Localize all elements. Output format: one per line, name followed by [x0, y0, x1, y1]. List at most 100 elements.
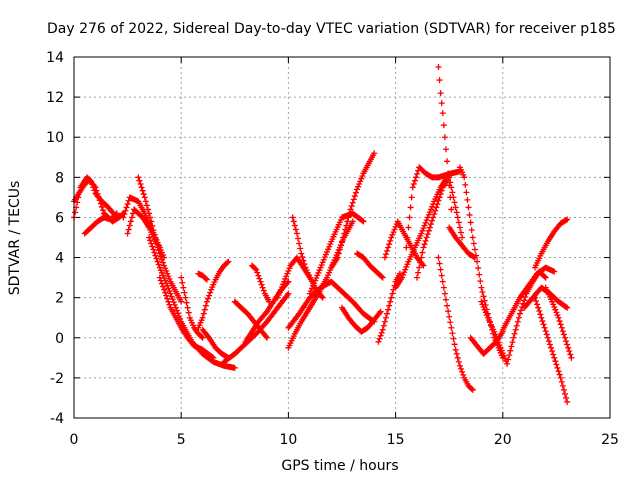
- data-point: [138, 184, 145, 191]
- data-point: [345, 214, 352, 221]
- data-point: [558, 324, 565, 331]
- data-point: [442, 296, 449, 303]
- data-point: [468, 226, 475, 233]
- data-point: [334, 254, 341, 261]
- data-point: [469, 234, 476, 241]
- y-tick-label: 4: [55, 251, 64, 267]
- data-point: [467, 219, 474, 226]
- data-point: [540, 321, 547, 328]
- data-point: [165, 298, 172, 305]
- data-point: [417, 259, 424, 266]
- data-point: [164, 295, 171, 302]
- data-point: [358, 175, 365, 182]
- data-point: [549, 298, 556, 305]
- data-point: [550, 301, 557, 308]
- data-point: [470, 240, 477, 247]
- data-point: [203, 276, 210, 283]
- data-point: [453, 350, 460, 357]
- data-point: [462, 181, 469, 188]
- data-point: [480, 293, 487, 300]
- data-point: [148, 218, 155, 225]
- data-point: [452, 204, 459, 211]
- data-point: [349, 199, 356, 206]
- data-point: [538, 314, 545, 321]
- data-point: [390, 229, 397, 236]
- data-point: [492, 331, 499, 338]
- data-point: [153, 240, 160, 247]
- data-point: [289, 214, 296, 221]
- data-point: [508, 343, 515, 350]
- data-point: [542, 328, 549, 335]
- data-point: [199, 314, 206, 321]
- data-point: [549, 348, 556, 355]
- data-point: [465, 204, 472, 211]
- data-point: [178, 298, 185, 305]
- data-point: [406, 214, 413, 221]
- data-point: [563, 394, 570, 401]
- data-point: [534, 301, 541, 308]
- data-point: [554, 312, 561, 319]
- data-point: [495, 339, 502, 346]
- series-pass-11: [195, 270, 210, 283]
- data-point: [387, 298, 394, 305]
- data-point: [444, 158, 451, 165]
- data-point: [72, 209, 79, 216]
- data-point: [299, 254, 306, 261]
- data-point: [140, 191, 147, 198]
- data-point: [477, 278, 484, 285]
- data-point: [501, 355, 508, 362]
- data-point: [163, 292, 170, 299]
- data-point: [124, 201, 131, 208]
- data-point: [136, 177, 143, 184]
- data-point: [475, 265, 482, 272]
- data-point: [141, 194, 148, 201]
- data-point: [347, 206, 354, 213]
- data-point: [360, 218, 367, 225]
- data-point: [541, 273, 548, 280]
- data-point: [292, 226, 299, 233]
- data-point: [564, 304, 571, 311]
- data-point: [385, 306, 392, 313]
- data-point: [427, 206, 434, 213]
- data-point: [457, 229, 464, 236]
- data-point: [418, 254, 425, 261]
- series-pass-24: [354, 250, 386, 281]
- data-point: [128, 214, 135, 221]
- data-point: [156, 274, 163, 281]
- data-point: [263, 334, 270, 341]
- data-point: [422, 219, 429, 226]
- data-point: [551, 268, 558, 275]
- data-point: [409, 184, 416, 191]
- data-point: [163, 267, 170, 274]
- data-point: [420, 262, 427, 269]
- data-point: [422, 237, 429, 244]
- series-pass-3: [81, 210, 120, 237]
- data-point: [437, 266, 444, 273]
- data-point: [438, 187, 445, 194]
- data-point: [541, 324, 548, 331]
- data-point: [557, 374, 564, 381]
- x-tick-label: 5: [177, 432, 186, 448]
- data-point: [511, 330, 518, 337]
- data-point: [282, 275, 289, 282]
- data-point: [139, 187, 146, 194]
- data-point: [408, 194, 415, 201]
- series-pass-33: [456, 164, 506, 361]
- data-point: [284, 279, 291, 286]
- series-pass-9: [178, 274, 206, 341]
- data-point: [121, 211, 128, 218]
- data-point: [550, 351, 557, 358]
- data-point: [411, 177, 418, 184]
- data-point: [461, 174, 468, 181]
- data-point: [389, 231, 396, 238]
- data-point: [420, 244, 427, 251]
- data-point: [209, 354, 216, 361]
- data-point: [556, 318, 563, 325]
- y-tick-label: 2: [55, 291, 64, 307]
- data-point: [93, 187, 100, 194]
- data-point: [252, 265, 259, 272]
- data-point: [507, 347, 514, 354]
- series-pass-23: [339, 304, 384, 335]
- data-point: [122, 207, 129, 214]
